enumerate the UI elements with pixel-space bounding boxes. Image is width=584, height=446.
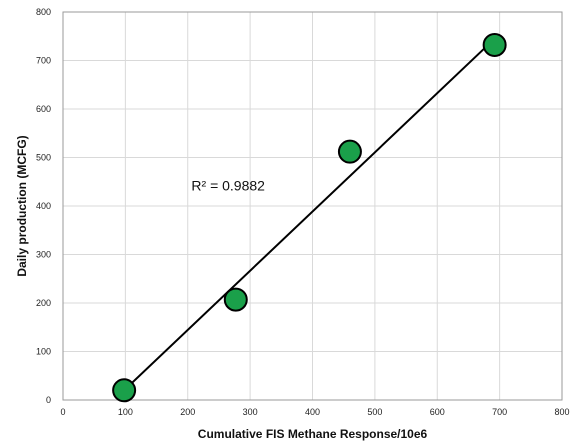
y-tick-label: 400 xyxy=(36,201,51,211)
trendline xyxy=(123,37,496,392)
y-tick-label: 200 xyxy=(36,298,51,308)
data-point xyxy=(482,32,507,57)
y-tick-label: 700 xyxy=(36,56,51,66)
y-tick-label: 600 xyxy=(36,104,51,114)
data-points xyxy=(112,32,507,403)
x-tick-label: 100 xyxy=(118,407,133,417)
x-tick-label: 700 xyxy=(492,407,507,417)
data-point xyxy=(112,378,137,403)
x-tick-label: 400 xyxy=(305,407,320,417)
x-tick-label: 800 xyxy=(554,407,569,417)
y-tick-label: 100 xyxy=(36,347,51,357)
data-point xyxy=(223,287,248,312)
x-tick-label: 500 xyxy=(367,407,382,417)
r-squared-annotation: R² = 0.9882 xyxy=(191,178,265,194)
y-tick-label: 500 xyxy=(36,153,51,163)
plot-frame xyxy=(62,11,563,401)
x-tick-labels: 0 100 200 300 400 500 600 700 800 xyxy=(60,407,569,417)
y-tick-label: 0 xyxy=(46,395,51,405)
x-tick-label: 300 xyxy=(243,407,258,417)
data-point xyxy=(337,139,362,164)
x-axis-title: Cumulative FIS Methane Response/10e6 xyxy=(198,427,428,441)
y-tick-labels: 0 100 200 300 400 500 600 700 800 xyxy=(36,7,51,405)
y-tick-label: 800 xyxy=(36,7,51,17)
x-tick-label: 200 xyxy=(180,407,195,417)
grid xyxy=(62,11,563,401)
y-axis-title: Daily production (MCFG) xyxy=(15,135,29,276)
y-tick-label: 300 xyxy=(36,250,51,260)
x-tick-label: 600 xyxy=(430,407,445,417)
x-tick-label: 0 xyxy=(60,407,65,417)
